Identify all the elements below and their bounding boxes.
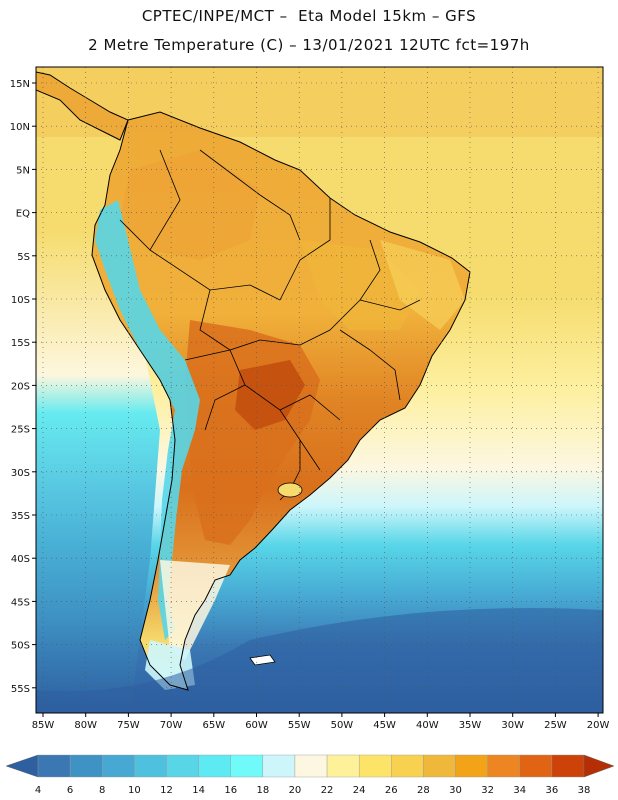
colorbar-label: 30 <box>449 785 462 796</box>
lon-label: 25W <box>544 720 567 731</box>
colorbar-label: 4 <box>35 785 41 796</box>
colorbar-swatch <box>69 754 103 778</box>
lat-label: 10N <box>10 122 30 133</box>
colorbar-swatch <box>134 754 167 778</box>
colorbar-swatch <box>262 754 296 778</box>
colorbar-swatch <box>358 754 392 778</box>
map-title-line-1: CPTEC/INPE/MCT – Eta Model 15km – GFS <box>141 7 477 25</box>
lon-label: 70W <box>160 720 183 731</box>
lon-label: 60W <box>245 720 268 731</box>
colorbar-label: 24 <box>353 785 366 796</box>
lat-label: 35S <box>11 511 30 522</box>
lat-label: EQ <box>16 209 30 220</box>
lat-label: 30S <box>11 468 30 479</box>
lat-label: 5S <box>17 252 30 263</box>
colorbar-label: 8 <box>99 785 105 796</box>
hottest-core <box>235 360 305 430</box>
colorbar-swatch <box>37 754 71 778</box>
colorbar-label: 36 <box>546 785 559 796</box>
colorbar-label: 38 <box>578 785 591 796</box>
lagoon-shape <box>277 482 303 498</box>
colorbar-swatch <box>230 754 264 778</box>
lon-label: 40W <box>416 720 439 731</box>
coastline <box>91 111 471 691</box>
colorbar-label: 20 <box>289 785 302 796</box>
colorbar-swatch <box>198 754 231 778</box>
pacific-ocean-field <box>36 230 160 713</box>
lon-label: 20W <box>587 720 610 731</box>
colorbar-label: 28 <box>417 785 430 796</box>
colorbar-label: 16 <box>224 785 237 796</box>
colorbar-label: 22 <box>321 785 334 796</box>
lon-label: 30W <box>501 720 524 731</box>
brazil-northeast-region <box>380 240 465 330</box>
country-borders <box>119 149 421 501</box>
lat-label: 55S <box>11 684 30 695</box>
colorbar-swatch <box>519 754 553 778</box>
colorbar-label: 18 <box>256 785 269 796</box>
lat-label: 10S <box>11 295 30 306</box>
lon-label: 65W <box>202 720 225 731</box>
colorbar-swatch <box>487 754 520 778</box>
amazon-west-region <box>120 150 260 260</box>
colorbar-swatch <box>391 754 424 778</box>
colorbar-label: 34 <box>513 785 526 796</box>
lat-label: 45S <box>11 597 30 608</box>
map-title-line-2: 2 Metre Temperature (C) – 13/01/2021 12U… <box>88 36 530 54</box>
colorbar-label: 26 <box>385 785 398 796</box>
colorbar-swatch <box>326 754 360 778</box>
lon-label: 75W <box>117 720 140 731</box>
lat-label: 20S <box>11 381 30 392</box>
lat-label: 5N <box>16 165 30 176</box>
colorbar-label: 12 <box>160 785 173 796</box>
lon-label: 50W <box>331 720 354 731</box>
lat-label: 40S <box>11 554 30 565</box>
longitude-labels: 85W 80W 75W 70W 65W 60W 55W 50W 45W 40W 35W 30W 25W 2… <box>32 713 610 731</box>
colorbar-low-arrow <box>5 754 39 778</box>
colorbar <box>5 754 615 778</box>
lat-label: 25S <box>11 425 30 436</box>
colorbar-swatch <box>551 754 585 778</box>
colorbar-label: 10 <box>128 785 141 796</box>
colorbar-label: 14 <box>192 785 205 796</box>
lat-label: 15N <box>10 79 30 90</box>
temperature-field <box>36 67 603 713</box>
colorbar-high-arrow <box>583 754 615 778</box>
latitude-labels: 15N 10N 5N EQ 5S 10S 15S 20S 25S 30S 35S 40S 45S 50S 5… <box>10 79 36 695</box>
andes-cold-strip <box>95 200 200 640</box>
map-frame <box>35 66 604 714</box>
colorbar-swatch <box>166 754 199 778</box>
colorbar-label: 32 <box>481 785 494 796</box>
colorbar-swatch <box>423 754 456 778</box>
central-america-land <box>36 71 129 141</box>
colorbar-labels: 4 6 8 10 12 14 16 18 20 22 24 26 28 30 32 34 36 38 <box>35 785 591 796</box>
lat-label: 15S <box>11 338 30 349</box>
lon-label: 35W <box>459 720 482 731</box>
colorbar-swatch <box>294 754 328 778</box>
colorbar-swatch <box>102 754 135 778</box>
lat-label: 50S <box>11 641 30 652</box>
lon-label: 80W <box>74 720 97 731</box>
lon-label: 55W <box>288 720 311 731</box>
lon-label: 45W <box>373 720 396 731</box>
colorbar-swatch <box>455 754 488 778</box>
colorbar-label: 6 <box>67 785 73 796</box>
lon-label: 85W <box>32 720 55 731</box>
